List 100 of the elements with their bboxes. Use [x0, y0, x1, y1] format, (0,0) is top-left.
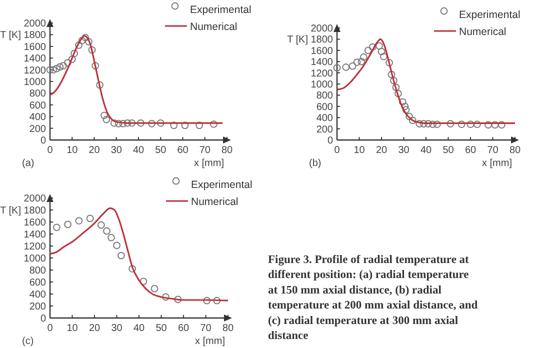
- x-tick-label: 50: [155, 145, 167, 156]
- legend-label: Experimental: [459, 9, 520, 21]
- x-tick-label: 40: [420, 145, 432, 156]
- y-tick-label: 1800: [24, 30, 46, 42]
- y-tick-label: 0: [327, 136, 334, 146]
- point: [156, 119, 164, 127]
- point: [102, 116, 110, 124]
- y-tick-label: 1400: [310, 57, 334, 68]
- x-tick-label: 70: [200, 323, 212, 334]
- y-tick-label: 1400: [24, 54, 46, 65]
- text: (c): [22, 336, 34, 347]
- point: [100, 112, 108, 120]
- point: [484, 121, 492, 129]
- point: [466, 120, 474, 128]
- point: [124, 119, 132, 127]
- point: [473, 120, 481, 128]
- point: [196, 122, 204, 130]
- x-tick-label: 10: [354, 145, 366, 156]
- y-tick-label: 0: [40, 314, 46, 324]
- point: [114, 120, 122, 128]
- point: [92, 62, 100, 70]
- y-tick-label: 1200: [24, 65, 46, 76]
- point: [150, 284, 158, 292]
- point: [380, 52, 388, 60]
- point: [390, 76, 398, 84]
- point: [210, 120, 218, 128]
- point: [170, 122, 178, 130]
- text: (a): [22, 158, 34, 169]
- point: [107, 234, 115, 242]
- y-tick-label: 1200: [310, 68, 334, 80]
- y-tick-label: 600: [29, 100, 46, 112]
- point: [96, 81, 104, 89]
- point: [103, 227, 110, 235]
- x-tick-label: 60: [177, 145, 189, 156]
- point: [491, 121, 499, 129]
- y-tick-label: 1200: [24, 242, 46, 252]
- x-axis-title: x [mm]: [194, 158, 224, 169]
- point: [64, 220, 72, 228]
- y-tick-label: 1000: [310, 80, 334, 90]
- x-tick-label: 40: [132, 145, 144, 156]
- point: [358, 58, 366, 66]
- point: [50, 66, 58, 74]
- point: [420, 120, 428, 128]
- point: [348, 62, 356, 70]
- point: [118, 252, 125, 260]
- x-tick-label: 80: [221, 145, 233, 156]
- point: [68, 56, 76, 63]
- y-axis-title: T [K]: [0, 30, 22, 42]
- y-axis-title: T [K]: [0, 206, 22, 216]
- x-axis-title: x [mm]: [195, 336, 226, 347]
- point: [64, 59, 72, 66]
- point: [86, 214, 94, 222]
- point: [203, 296, 211, 304]
- x-tick-label: 20: [88, 145, 100, 156]
- point: [360, 53, 368, 61]
- point: [333, 64, 341, 72]
- legend-label: Experimental: [191, 179, 252, 191]
- point: [342, 64, 350, 71]
- y-tick-label: 600: [316, 102, 334, 113]
- point: [110, 119, 118, 127]
- x-tick-label: 50: [156, 323, 168, 334]
- point: [162, 293, 170, 301]
- y-tick-label: 2000: [310, 24, 334, 34]
- point: [97, 221, 105, 229]
- text: Figure 3. Profile of radial temperature at different position: (a) radial temperature at 150 mm axial distance, (b) radial temperature at 200 mm axial distance, and (c) radial temperature at 300 mm axial distance: [268, 254, 478, 342]
- point: [394, 90, 402, 98]
- text: (b): [309, 158, 322, 169]
- legend-label: Numerical: [459, 26, 506, 38]
- point: [376, 42, 383, 50]
- point: [128, 265, 136, 272]
- y-tick-label: 200: [29, 124, 46, 135]
- y-tick-label: 200: [316, 124, 334, 136]
- point: [446, 120, 454, 128]
- point: [401, 102, 409, 110]
- y-tick-label: 2000: [24, 18, 46, 30]
- y-tick-label: 400: [316, 113, 334, 124]
- point: [52, 64, 60, 72]
- point: [85, 38, 92, 46]
- y-tick-label: 1600: [24, 218, 46, 228]
- point: [378, 48, 386, 56]
- x-tick-label: 0: [334, 145, 340, 156]
- y-tick-label: 1600: [24, 42, 46, 53]
- x-tick-label: 30: [398, 145, 410, 156]
- x-tick-label: 0: [47, 323, 54, 334]
- point: [386, 59, 393, 66]
- y-axis-title: T [K]: [287, 34, 308, 46]
- point: [128, 119, 136, 127]
- x-tick-label: 60: [178, 323, 190, 334]
- point: [364, 46, 372, 54]
- y-tick-label: 800: [316, 90, 334, 102]
- x-tick-label: 10: [66, 323, 78, 334]
- y-tick-label: 0: [40, 136, 46, 146]
- point: [498, 121, 506, 129]
- point: [424, 120, 432, 128]
- x-tick-label: 20: [88, 323, 100, 334]
- point: [402, 106, 410, 114]
- x-tick-label: 20: [376, 145, 388, 156]
- x-tick-label: 30: [110, 145, 122, 156]
- y-tick-label: 800: [29, 88, 46, 100]
- point: [46, 66, 54, 74]
